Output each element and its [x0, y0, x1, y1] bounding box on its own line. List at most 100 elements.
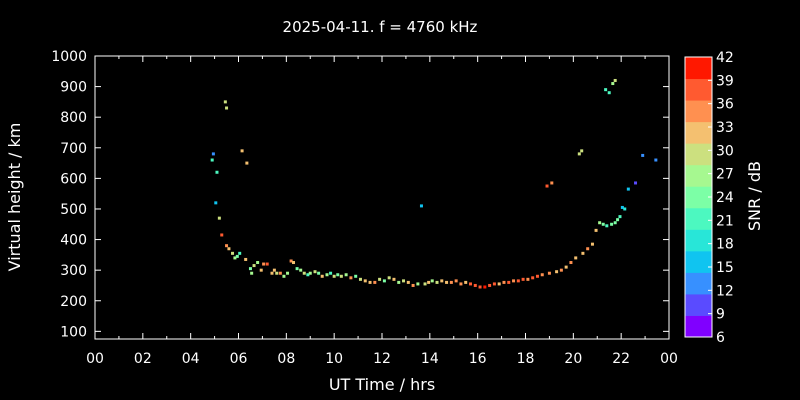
data-point [325, 273, 329, 277]
colorbar-segment [685, 293, 712, 316]
colorbar-tick-label: 33 [716, 120, 734, 136]
data-point [368, 280, 372, 284]
data-point [339, 274, 343, 278]
data-point [302, 271, 306, 275]
colorbar-tick-label: 30 [716, 143, 734, 159]
colorbar-tick-label: 39 [716, 73, 734, 89]
data-point [235, 254, 239, 258]
data-point [598, 221, 602, 225]
y-tick-label: 400 [60, 233, 87, 249]
data-point [454, 279, 458, 283]
data-point [545, 184, 549, 188]
x-tick-label: 08 [277, 351, 295, 367]
colorbar-segment [685, 186, 712, 209]
x-tick-label: 12 [373, 351, 391, 367]
data-point [363, 279, 367, 283]
data-point [468, 282, 472, 286]
data-point [547, 271, 551, 275]
data-point [282, 274, 286, 278]
data-point [286, 271, 290, 275]
data-point [607, 91, 611, 95]
colorbar-segment [685, 250, 712, 273]
data-point [464, 280, 468, 284]
data-point [419, 204, 423, 208]
data-point [214, 201, 218, 205]
colorbar-tick-label: 6 [716, 330, 725, 346]
colorbar-tick-label: 24 [716, 190, 734, 206]
y-tick-label: 300 [60, 263, 87, 279]
x-tick-label: 14 [421, 351, 439, 367]
data-point [416, 282, 420, 286]
x-tick-label: 20 [564, 351, 582, 367]
data-point [478, 285, 482, 289]
x-tick-label: 18 [517, 351, 535, 367]
data-point [611, 82, 615, 86]
data-point [581, 251, 585, 255]
data-point [654, 158, 658, 162]
colorbar-segment [685, 121, 712, 144]
data-point [244, 257, 248, 261]
data-point [259, 268, 263, 272]
data-point [559, 268, 563, 272]
data-point [275, 271, 279, 275]
data-point [613, 78, 617, 82]
x-tick-label: 02 [134, 351, 152, 367]
data-point [492, 282, 496, 286]
data-point [577, 152, 581, 156]
data-point [387, 276, 391, 280]
y-tick-label: 900 [60, 80, 87, 96]
data-point [634, 181, 638, 185]
data-point [223, 100, 227, 104]
data-point [378, 277, 382, 281]
data-point [616, 218, 620, 222]
data-point [483, 285, 487, 289]
data-point [349, 276, 353, 280]
data-point [220, 233, 224, 237]
data-point [641, 153, 645, 157]
data-point [423, 282, 427, 286]
data-point [550, 181, 554, 185]
data-point [265, 262, 269, 266]
data-point [306, 273, 310, 277]
data-point [373, 280, 377, 284]
data-point [292, 261, 296, 265]
data-point [270, 271, 274, 275]
data-point [256, 261, 260, 265]
data-point [278, 271, 282, 275]
data-point [531, 276, 535, 280]
data-point [217, 216, 221, 220]
colorbar-tick-label: 36 [716, 97, 734, 113]
data-point [605, 224, 609, 228]
x-tick-label: 10 [325, 351, 343, 367]
data-point [320, 274, 324, 278]
y-tick-label: 200 [60, 294, 87, 310]
data-point [406, 280, 410, 284]
data-point [245, 161, 249, 165]
data-point [295, 267, 299, 271]
data-point [626, 187, 630, 191]
x-tick-label: 00 [86, 351, 104, 367]
colorbar-segment [685, 207, 712, 230]
data-point [238, 251, 242, 255]
data-point [594, 228, 598, 232]
y-tick-label: 800 [60, 110, 87, 126]
data-point [225, 106, 229, 110]
data-point [586, 247, 590, 251]
x-axis-ticks: 00 02 04 06 08 10 12 14 16 18 20 22 00 [86, 56, 678, 367]
data-point [613, 221, 617, 225]
data-point [564, 265, 568, 269]
colorbar-segment [685, 315, 712, 338]
data-points [210, 78, 658, 289]
data-point [272, 268, 276, 272]
data-point [488, 283, 492, 287]
data-point [497, 282, 501, 286]
data-point [623, 207, 627, 211]
y-axis-label: Virtual height / km [5, 123, 24, 272]
data-point [411, 283, 415, 287]
data-point [227, 247, 231, 251]
y-tick-label: 600 [60, 171, 87, 187]
data-point [397, 280, 401, 284]
data-point [440, 279, 444, 283]
colorbar-segment [685, 100, 712, 123]
colorbar: 6 9 12 15 18 21 24 27 30 33 36 39 42 [684, 50, 734, 346]
